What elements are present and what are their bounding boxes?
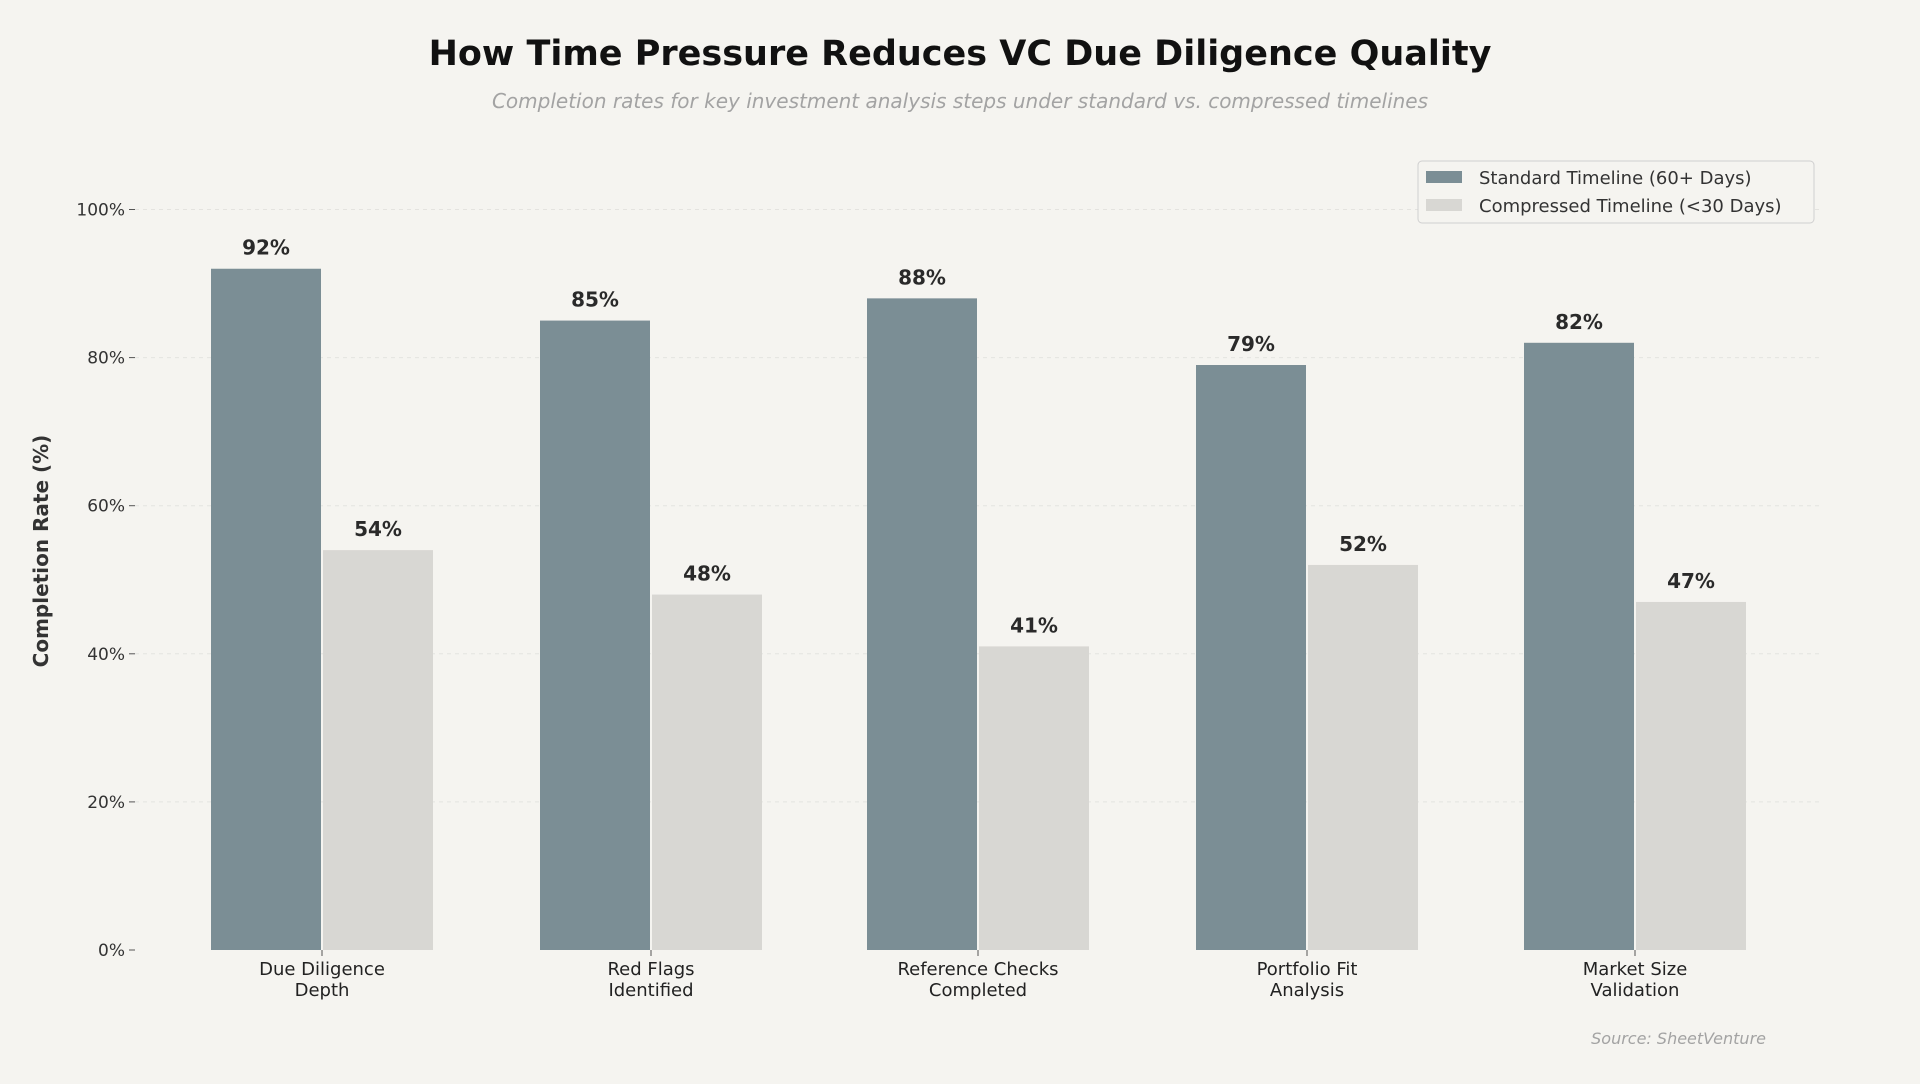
x-tick-label: Red Flags bbox=[607, 959, 694, 980]
chart-subtitle: Completion rates for key investment anal… bbox=[492, 89, 1428, 113]
bar-compressed bbox=[979, 646, 1089, 950]
x-tick-label: Identified bbox=[608, 980, 693, 1001]
bar-compressed bbox=[1308, 564, 1418, 950]
y-tick-label: 20% bbox=[87, 793, 125, 813]
bar-standard bbox=[1524, 342, 1634, 950]
y-tick-label: 0% bbox=[98, 941, 125, 961]
legend-label-compressed: Compressed Timeline (<30 Days) bbox=[1479, 196, 1782, 217]
legend-swatch-standard bbox=[1426, 171, 1462, 183]
y-axis-label: Completion Rate (%) bbox=[29, 435, 53, 668]
x-tick-label: Depth bbox=[295, 980, 350, 1001]
y-tick-label: 100% bbox=[76, 201, 125, 221]
data-label: 54% bbox=[354, 517, 402, 541]
data-label: 82% bbox=[1555, 310, 1603, 334]
bar-standard bbox=[867, 298, 977, 950]
y-tick-label: 40% bbox=[87, 645, 125, 665]
bar-standard bbox=[1196, 365, 1306, 950]
x-tick-label: Due Diligence bbox=[259, 959, 385, 980]
data-label: 88% bbox=[898, 265, 946, 289]
legend-box bbox=[1417, 160, 1815, 224]
y-tick-label: 80% bbox=[87, 349, 125, 369]
source-note: Source: SheetVenture bbox=[1591, 1029, 1766, 1048]
legend: Standard Timeline (60+ Days) Compressed … bbox=[1417, 160, 1815, 224]
data-label: 52% bbox=[1339, 532, 1387, 556]
legend-swatch-compressed bbox=[1426, 199, 1462, 211]
x-tick-label: Analysis bbox=[1270, 980, 1344, 1001]
bar-compressed bbox=[652, 594, 762, 950]
legend-label-standard: Standard Timeline (60+ Days) bbox=[1479, 168, 1752, 189]
x-tick-label: Reference Checks bbox=[897, 959, 1058, 980]
x-tick-label: Market Size bbox=[1583, 959, 1688, 980]
chart-title: How Time Pressure Reduces VC Due Diligen… bbox=[429, 34, 1492, 74]
data-label: 79% bbox=[1227, 332, 1275, 356]
bar-compressed bbox=[323, 550, 433, 950]
x-tick-label: Validation bbox=[1591, 980, 1680, 1001]
data-label: 92% bbox=[242, 236, 290, 260]
x-tick-label: Completed bbox=[929, 980, 1027, 1001]
bar-standard bbox=[540, 320, 650, 950]
bar-standard bbox=[211, 268, 321, 950]
data-label: 47% bbox=[1667, 569, 1715, 593]
data-label: 85% bbox=[571, 288, 619, 312]
x-tick-label: Portfolio Fit bbox=[1257, 959, 1358, 980]
bar-compressed bbox=[1636, 601, 1746, 950]
data-label: 48% bbox=[683, 562, 731, 586]
data-label: 41% bbox=[1010, 613, 1058, 637]
y-tick-label: 60% bbox=[87, 497, 125, 517]
